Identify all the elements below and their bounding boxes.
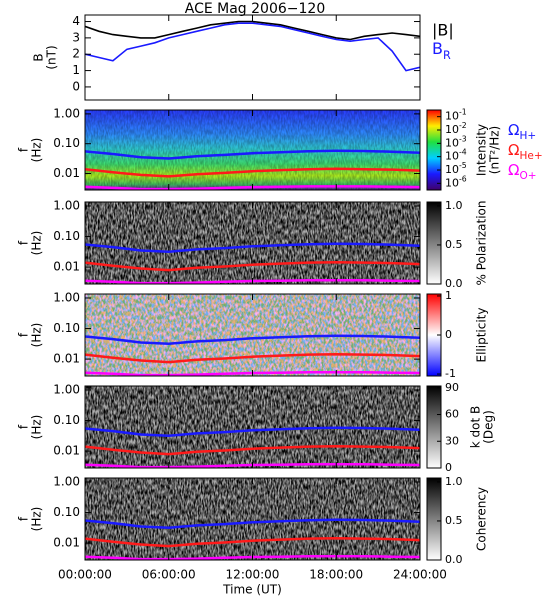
y-label-group: B(nT) xyxy=(31,45,58,69)
x-axis-label: Time (UT) xyxy=(222,583,282,597)
colorbar-label-group: Intensity(nT²/Hz) xyxy=(474,124,501,176)
colorbar-tick-label: 10-4 xyxy=(445,147,467,163)
colorbar xyxy=(426,109,442,191)
colorbar-tick-label: 0.0 xyxy=(445,553,463,566)
y-axis-label: f(Hz) xyxy=(16,138,43,163)
data-line xyxy=(85,536,420,548)
data-line xyxy=(85,334,420,345)
y-tick-label: 4 xyxy=(72,14,80,28)
x-tick-label: 00:00:00 xyxy=(58,568,112,582)
colorbar-label-group: Ellipticity xyxy=(475,308,489,363)
legend-label: BR xyxy=(432,39,451,62)
legend-label: ΩH+ xyxy=(508,121,536,143)
colorbar-tick-label: 0.0 xyxy=(445,277,463,290)
colorbar-label-group: k dot B(Deg) xyxy=(468,406,495,448)
colorbar-tick-label: 1 xyxy=(445,289,452,302)
y-tick-label: 1.00 xyxy=(53,290,80,304)
y-label-group: f(Hz) xyxy=(16,415,43,440)
y-tick-label: 3 xyxy=(72,30,80,44)
y-tick-label: 1.00 xyxy=(53,106,80,120)
y-tick-label: 0.10 xyxy=(53,413,80,427)
y-tick-label: 0.10 xyxy=(53,229,80,243)
colorbar-tick-label: 60 xyxy=(445,408,459,421)
y-label-group: f(Hz) xyxy=(16,507,43,532)
y-axis-label: f(Hz) xyxy=(16,231,43,256)
colorbar xyxy=(426,477,442,561)
y-tick-label: 0.01 xyxy=(53,536,80,550)
y-label-group: f(Hz) xyxy=(16,138,43,163)
colorbar-tick-label: 10-1 xyxy=(445,107,467,123)
data-line xyxy=(85,426,420,437)
y-tick-label: 1.00 xyxy=(53,198,80,212)
legend-label: ΩO+ xyxy=(508,161,537,183)
colorbar-tick-label: 10-2 xyxy=(445,121,467,137)
data-line xyxy=(85,352,420,364)
y-tick-label: 0.01 xyxy=(53,352,80,366)
colorbar-tick-label: 0.5 xyxy=(445,238,463,251)
colorbar-tick-label: 10-3 xyxy=(445,134,467,150)
y-tick-label: 0 xyxy=(72,79,80,93)
colorbar-tick-label: 10-6 xyxy=(445,174,467,190)
colorbar-label: k dot B(Deg) xyxy=(468,406,495,448)
y-tick-label: 0.01 xyxy=(53,166,80,180)
colorbar xyxy=(426,201,442,285)
y-tick-label: 1 xyxy=(72,63,80,77)
y-label-group: f(Hz) xyxy=(16,231,43,256)
x-tick-label: 24:00:00 xyxy=(393,568,447,582)
x-tick-label: 18:00:00 xyxy=(309,568,363,582)
data-line xyxy=(85,518,420,529)
y-axis-label: f(Hz) xyxy=(16,507,43,532)
colorbar-label: % Polarization xyxy=(475,201,489,286)
y-axis-label: f(Hz) xyxy=(16,323,43,348)
x-tick-label: 12:00:00 xyxy=(226,568,280,582)
colorbar-label: Ellipticity xyxy=(475,308,489,363)
colorbar xyxy=(426,385,442,469)
data-line xyxy=(85,20,420,41)
legend-label: |B| xyxy=(432,21,454,40)
colorbar-tick-label: 10-5 xyxy=(445,161,467,177)
plot-frame xyxy=(84,14,421,101)
colorbar-label: Coherency xyxy=(475,487,489,551)
colorbar-tick-label: 1.0 xyxy=(445,199,463,212)
y-label-group: f(Hz) xyxy=(16,323,43,348)
data-line xyxy=(85,242,420,253)
y-tick-label: 0.01 xyxy=(53,444,80,458)
colorbar-tick-label: 0 xyxy=(445,328,452,341)
y-tick-label: 2 xyxy=(72,47,80,61)
colorbar-tick-label: 90 xyxy=(445,381,459,394)
data-line xyxy=(85,149,420,160)
colorbar-tick-label: -1 xyxy=(445,367,456,380)
y-tick-label: 0.10 xyxy=(53,321,80,335)
y-tick-label: 0.10 xyxy=(53,505,80,519)
colorbar-tick-label: 1.0 xyxy=(445,475,463,488)
colorbar-label-group: % Polarization xyxy=(475,201,489,286)
y-tick-label: 0.01 xyxy=(53,260,80,274)
y-axis-label: f(Hz) xyxy=(16,415,43,440)
data-line xyxy=(85,167,420,178)
figure-title: ACE Mag 2006−120 xyxy=(185,1,325,17)
colorbar-label-group: Coherency xyxy=(475,487,489,551)
data-line xyxy=(85,260,420,272)
x-tick-label: 06:00:00 xyxy=(142,568,196,582)
colorbar-label: Intensity(nT²/Hz) xyxy=(474,124,501,176)
y-tick-label: 1.00 xyxy=(53,474,80,488)
colorbar-tick-label: 30 xyxy=(445,434,459,447)
y-axis-label: B(nT) xyxy=(31,45,58,69)
data-line xyxy=(85,444,420,456)
data-line xyxy=(85,22,420,72)
y-tick-label: 1.00 xyxy=(53,382,80,396)
colorbar-tick-label: 0 xyxy=(445,461,452,474)
legend-label: ΩHe+ xyxy=(508,141,543,163)
colorbar-tick-label: 0.5 xyxy=(445,514,463,527)
y-tick-label: 0.10 xyxy=(53,136,80,150)
